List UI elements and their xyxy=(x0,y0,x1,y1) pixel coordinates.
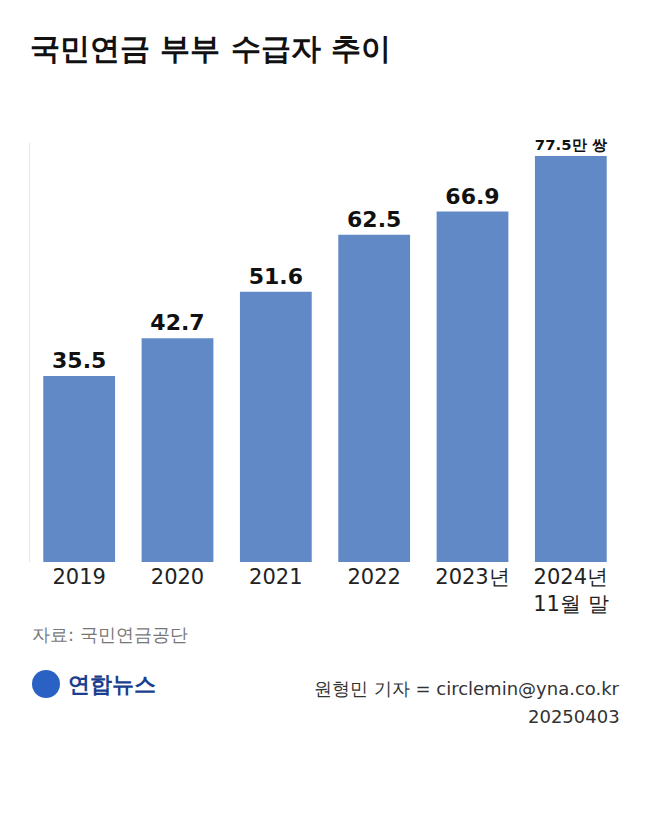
svg-text:연합뉴스: 연합뉴스 xyxy=(68,672,156,697)
svg-text:2024년11월 말: 2024년11월 말 xyxy=(533,565,608,616)
svg-text:20250403: 20250403 xyxy=(528,706,620,727)
svg-text:77.5만 쌍: 77.5만 쌍 xyxy=(535,136,607,154)
svg-text:35.5: 35.5 xyxy=(52,348,106,373)
svg-text:2019: 2019 xyxy=(52,565,105,589)
svg-text:국민연금 부부 수급자 추이: 국민연금 부부 수급자 추이 xyxy=(30,31,391,66)
svg-text:2021: 2021 xyxy=(249,565,302,589)
svg-text:51.6: 51.6 xyxy=(249,264,303,289)
svg-text:62.5: 62.5 xyxy=(347,207,401,232)
svg-text:2022: 2022 xyxy=(347,565,400,589)
svg-text:2020: 2020 xyxy=(151,565,204,589)
svg-text:원형민 기자 = circlemin@yna.co.kr: 원형민 기자 = circlemin@yna.co.kr xyxy=(314,678,620,699)
svg-text:2023년: 2023년 xyxy=(435,565,509,589)
svg-text:42.7: 42.7 xyxy=(150,310,204,335)
svg-text:66.9: 66.9 xyxy=(445,184,499,209)
svg-text:자료: 국민연금공단: 자료: 국민연금공단 xyxy=(32,624,188,645)
